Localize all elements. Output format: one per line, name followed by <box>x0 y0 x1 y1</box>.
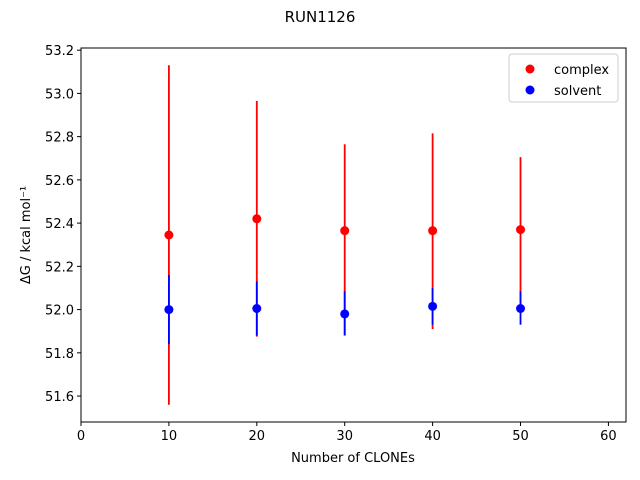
legend-marker-solvent <box>525 85 535 95</box>
solvent-point <box>428 301 438 311</box>
chart-title: RUN1126 <box>285 8 356 26</box>
complex-point <box>340 226 350 236</box>
solvent-point <box>252 304 262 314</box>
x-tick-label: 50 <box>512 429 529 444</box>
y-axis: 51.6 51.8 52.0 52.2 52.4 52.6 52.8 53.0 53.2 <box>45 44 81 405</box>
y-tick-label: 51.8 <box>45 347 74 362</box>
legend-label-solvent: solvent <box>554 84 601 99</box>
solvent-point <box>516 304 526 314</box>
legend-label-complex: complex <box>554 63 609 78</box>
plot-area <box>164 65 526 405</box>
x-tick-label: 30 <box>336 429 353 444</box>
legend: complex solvent <box>508 53 619 103</box>
complex-point <box>164 230 174 240</box>
y-axis-label: ΔG / kcal mol⁻¹ <box>19 186 34 284</box>
legend-frame <box>508 53 619 103</box>
y-tick-label: 52.8 <box>45 131 74 146</box>
x-tick-label: 10 <box>161 429 178 444</box>
y-tick-label: 53.2 <box>45 44 74 59</box>
axes-frame <box>80 47 627 423</box>
y-tick-label: 51.6 <box>45 390 74 405</box>
y-tick-label: 52.6 <box>45 174 74 189</box>
legend-marker-complex <box>525 64 535 74</box>
x-axis-label: Number of CLONEs <box>291 451 415 466</box>
complex-point <box>252 214 262 224</box>
y-tick-label: 52.0 <box>45 304 74 319</box>
solvent-point <box>164 305 174 315</box>
y-tick-label: 52.2 <box>45 260 74 275</box>
x-tick-label: 0 <box>77 429 85 444</box>
x-axis: 0 10 20 30 40 50 60 <box>77 422 617 444</box>
x-tick-label: 60 <box>600 429 617 444</box>
y-tick-label: 53.0 <box>45 87 74 102</box>
complex-point <box>516 225 526 235</box>
x-tick-label: 40 <box>424 429 441 444</box>
complex-point <box>428 226 438 236</box>
solvent-point <box>340 309 350 319</box>
y-tick-label: 52.4 <box>45 217 74 232</box>
x-tick-label: 20 <box>249 429 266 444</box>
